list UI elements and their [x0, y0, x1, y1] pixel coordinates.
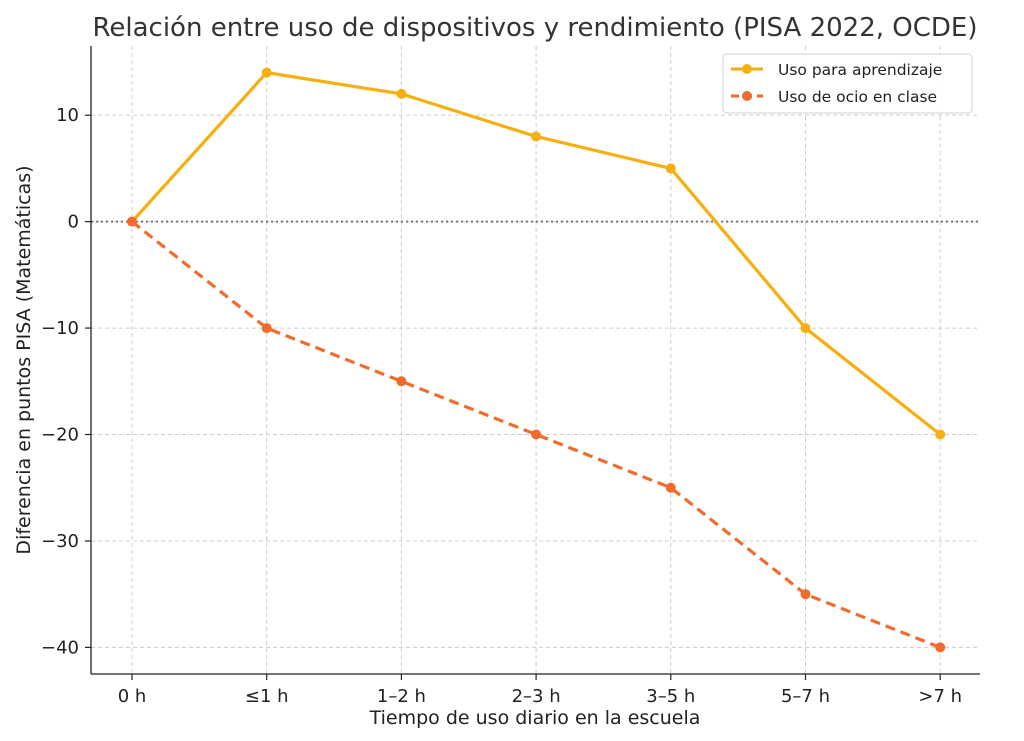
x-tick-label: 2–3 h — [512, 686, 561, 707]
x-tick-label: 5–7 h — [781, 686, 830, 707]
chart-title: Relación entre uso de dispositivos y ren… — [92, 13, 977, 43]
x-tick-label: 0 h — [118, 686, 147, 707]
x-tick-label: ≤1 h — [245, 686, 289, 707]
y-tick-label: −40 — [41, 637, 79, 658]
legend-label-leisure: Uso de ocio en clase — [778, 88, 937, 106]
legend-box — [722, 53, 973, 114]
legend-marker-leisure — [742, 91, 752, 101]
y-tick-label: 10 — [56, 105, 79, 126]
legend-label-learning: Uso para aprendizaje — [778, 61, 942, 79]
data-point — [261, 323, 272, 334]
data-point — [396, 88, 407, 99]
legend-marker-learning — [742, 64, 752, 74]
x-tick-label: 3–5 h — [646, 686, 695, 707]
data-point — [261, 67, 272, 78]
data-point — [531, 429, 542, 440]
data-point — [935, 642, 946, 653]
data-point — [800, 323, 811, 334]
x-axis-label: Tiempo de uso diario en la escuela — [369, 707, 701, 729]
y-axis-label: Diferencia en puntos PISA (Matemáticas) — [13, 165, 35, 554]
data-point — [935, 429, 946, 440]
series-2 — [127, 216, 946, 653]
data-point — [396, 376, 407, 387]
y-tick-label: −20 — [41, 425, 79, 446]
data-point — [665, 163, 676, 174]
y-tick-label: 0 — [68, 212, 79, 233]
y-tick-label: −30 — [41, 531, 79, 552]
x-tick-layer: 0 h ≤1 h 1–2 h 2–3 h 3–5 h 5–7 h >7 h — [118, 674, 962, 707]
data-point — [800, 589, 811, 600]
x-tick-label: 1–2 h — [377, 686, 426, 707]
y-tick-label: −10 — [41, 318, 79, 339]
legend: Uso para aprendizaje Uso de ocio en clas… — [722, 53, 973, 114]
data-point — [127, 216, 137, 227]
data-point — [531, 131, 542, 142]
series-layer — [127, 67, 946, 653]
data-point — [665, 482, 676, 493]
x-tick-label: >7 h — [918, 686, 962, 707]
series-1 — [127, 67, 946, 440]
y-tick-layer: 10 0 −10 −20 −30 −40 — [41, 105, 91, 658]
